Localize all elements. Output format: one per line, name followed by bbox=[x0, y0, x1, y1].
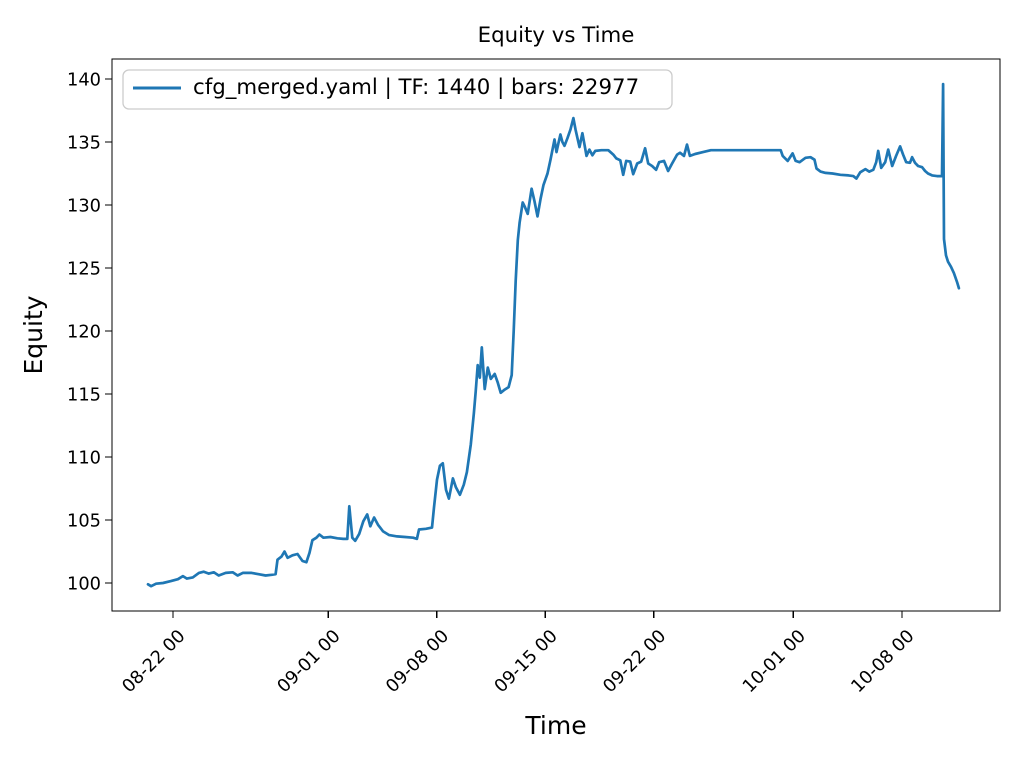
legend: cfg_merged.yaml | TF: 1440 | bars: 22977 bbox=[122, 69, 673, 110]
y-tick-label: 135 bbox=[67, 133, 101, 154]
y-tick-label: 105 bbox=[67, 511, 101, 532]
y-tick-label: 125 bbox=[67, 259, 101, 280]
chart-title: Equity vs Time bbox=[478, 23, 635, 48]
x-tick-label: 10-01 00 bbox=[739, 626, 810, 697]
y-tick-label: 130 bbox=[67, 196, 101, 217]
y-axis-label: Equity bbox=[19, 295, 48, 374]
legend-label: cfg_merged.yaml | TF: 1440 | bars: 22977 bbox=[193, 75, 639, 100]
y-tick-label: 120 bbox=[67, 322, 101, 343]
plot-border bbox=[111, 58, 1001, 612]
y-tick-label: 100 bbox=[67, 574, 101, 595]
y-tick-label: 140 bbox=[67, 70, 101, 91]
y-tick-label: 110 bbox=[67, 448, 101, 469]
x-tick-label: 09-15 00 bbox=[490, 626, 561, 697]
y-tick-label: 115 bbox=[67, 385, 101, 406]
x-tick-label: 08-22 00 bbox=[118, 626, 189, 697]
x-tick-label: 10-08 00 bbox=[847, 626, 918, 697]
x-tick-label: 09-22 00 bbox=[599, 626, 670, 697]
x-axis-label: Time bbox=[524, 711, 586, 740]
equity-series-line bbox=[146, 82, 961, 588]
legend-box bbox=[122, 69, 673, 110]
x-tick-label: 09-08 00 bbox=[382, 626, 453, 697]
x-tick-label: 09-01 00 bbox=[273, 626, 344, 697]
